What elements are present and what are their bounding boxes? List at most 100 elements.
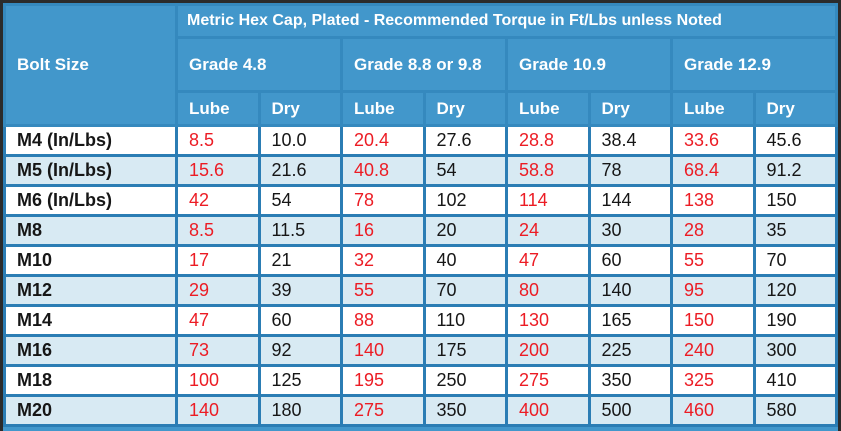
torque-value-cell: 40.8 bbox=[340, 154, 426, 187]
dry-header: Dry bbox=[752, 90, 838, 127]
grade-header-row: Grade 4.8 Grade 8.8 or 9.8 Grade 10.9 Gr… bbox=[5, 36, 838, 93]
bolt-size-cell: M4 (In/Lbs) bbox=[3, 124, 178, 157]
torque-value-cell: 45.6 bbox=[752, 124, 838, 157]
torque-value-cell: 28 bbox=[670, 214, 756, 247]
torque-value-cell: 140 bbox=[175, 394, 261, 427]
torque-value-cell: 125 bbox=[257, 364, 343, 397]
torque-value-cell: 110 bbox=[422, 304, 508, 337]
torque-value-cell: 54 bbox=[422, 154, 508, 187]
bolt-size-cell: M18 bbox=[3, 364, 178, 397]
lube-header: Lube bbox=[340, 90, 426, 127]
torque-value-cell: 16 bbox=[340, 214, 426, 247]
torque-value-cell: 24 bbox=[505, 214, 591, 247]
torque-value-cell: 100 bbox=[175, 364, 261, 397]
torque-value-cell: 8.5 bbox=[175, 124, 261, 157]
bolt-size-cell: M6 (In/Lbs) bbox=[3, 184, 178, 217]
torque-value-cell: 140 bbox=[340, 334, 426, 367]
table-row: M10 17 21 32 40 47 60 55 70 bbox=[3, 244, 838, 277]
torque-value-cell: 400 bbox=[505, 394, 591, 427]
torque-value-cell: 150 bbox=[752, 184, 838, 217]
torque-value-cell: 114 bbox=[505, 184, 591, 217]
torque-value-cell: 250 bbox=[422, 364, 508, 397]
table-row: M14 47 60 88 110 130 165 150 190 bbox=[3, 304, 838, 337]
torque-value-cell: 91.2 bbox=[752, 154, 838, 187]
torque-value-cell: 140 bbox=[587, 274, 673, 307]
torque-value-cell: 180 bbox=[257, 394, 343, 427]
torque-value-cell: 165 bbox=[587, 304, 673, 337]
torque-value-cell: 150 bbox=[670, 304, 756, 337]
torque-value-cell: 30 bbox=[587, 214, 673, 247]
torque-value-cell: 27.6 bbox=[422, 124, 508, 157]
lube-header: Lube bbox=[670, 90, 756, 127]
torque-value-cell: 350 bbox=[422, 394, 508, 427]
torque-value-cell: 21.6 bbox=[257, 154, 343, 187]
torque-value-cell: 300 bbox=[752, 334, 838, 367]
torque-value-cell: 144 bbox=[587, 184, 673, 217]
torque-value-cell: 40 bbox=[422, 244, 508, 277]
torque-value-cell: 39 bbox=[257, 274, 343, 307]
dry-header: Dry bbox=[257, 90, 343, 127]
torque-value-cell: 20.4 bbox=[340, 124, 426, 157]
torque-value-cell: 54 bbox=[257, 184, 343, 217]
table-row: M12 29 39 55 70 80 140 95 120 bbox=[3, 274, 838, 307]
table-row: M4 (In/Lbs) 8.5 10.0 20.4 27.6 28.8 38.4… bbox=[3, 124, 838, 157]
table-title: Metric Hex Cap, Plated - Recommended Tor… bbox=[175, 3, 838, 39]
bolt-size-header: Bolt Size bbox=[3, 3, 178, 127]
bolt-size-cell: M10 bbox=[3, 244, 178, 277]
bolt-size-cell: M20 bbox=[3, 394, 178, 427]
table-row: M16 73 92 140 175 200 225 240 300 bbox=[3, 334, 838, 367]
torque-value-cell: 33.6 bbox=[670, 124, 756, 157]
torque-value-cell: 35 bbox=[752, 214, 838, 247]
lube-header: Lube bbox=[505, 90, 591, 127]
torque-value-cell: 38.4 bbox=[587, 124, 673, 157]
torque-value-cell: 350 bbox=[587, 364, 673, 397]
torque-value-cell: 28.8 bbox=[505, 124, 591, 157]
torque-value-cell: 21 bbox=[257, 244, 343, 277]
torque-value-cell: 29 bbox=[175, 274, 261, 307]
condition-header-row: Lube Dry Lube Dry Lube Dry Lube Dry bbox=[5, 90, 838, 127]
grade-8-8-9-8-header: Grade 8.8 or 9.8 bbox=[340, 36, 508, 93]
torque-value-cell: 58.8 bbox=[505, 154, 591, 187]
torque-value-cell: 460 bbox=[670, 394, 756, 427]
torque-value-cell: 55 bbox=[340, 274, 426, 307]
torque-value-cell: 500 bbox=[587, 394, 673, 427]
torque-value-cell: 80 bbox=[505, 274, 591, 307]
lube-header: Lube bbox=[175, 90, 261, 127]
torque-value-cell: 410 bbox=[752, 364, 838, 397]
torque-value-cell: 8.5 bbox=[175, 214, 261, 247]
torque-value-cell: 20 bbox=[422, 214, 508, 247]
torque-value-cell: 120 bbox=[752, 274, 838, 307]
bolt-size-cell: M16 bbox=[3, 334, 178, 367]
torque-value-cell: 138 bbox=[670, 184, 756, 217]
torque-value-cell: 130 bbox=[505, 304, 591, 337]
torque-value-cell: 88 bbox=[340, 304, 426, 337]
torque-value-cell: 32 bbox=[340, 244, 426, 277]
torque-value-cell: 15.6 bbox=[175, 154, 261, 187]
torque-value-cell: 195 bbox=[340, 364, 426, 397]
torque-value-cell: 10.0 bbox=[257, 124, 343, 157]
torque-value-cell: 95 bbox=[670, 274, 756, 307]
torque-value-cell: 175 bbox=[422, 334, 508, 367]
bolt-size-cell: M8 bbox=[3, 214, 178, 247]
torque-value-cell: 11.5 bbox=[257, 214, 343, 247]
torque-value-cell: 73 bbox=[175, 334, 261, 367]
torque-value-cell: 42 bbox=[175, 184, 261, 217]
torque-value-cell: 580 bbox=[752, 394, 838, 427]
title-row: Bolt Size Metric Hex Cap, Plated - Recom… bbox=[3, 3, 838, 127]
grade-4-8-header: Grade 4.8 bbox=[175, 36, 343, 93]
torque-value-cell: 78 bbox=[340, 184, 426, 217]
torque-value-cell: 225 bbox=[587, 334, 673, 367]
dry-header: Dry bbox=[422, 90, 508, 127]
torque-value-cell: 60 bbox=[257, 304, 343, 337]
dry-header: Dry bbox=[587, 90, 673, 127]
bolt-size-cell: M12 bbox=[3, 274, 178, 307]
torque-value-cell: 190 bbox=[752, 304, 838, 337]
torque-value-cell: 240 bbox=[670, 334, 756, 367]
torque-value-cell: 47 bbox=[175, 304, 261, 337]
grade-12-9-header: Grade 12.9 bbox=[670, 36, 838, 93]
torque-value-cell: 70 bbox=[752, 244, 838, 277]
torque-value-cell: 325 bbox=[670, 364, 756, 397]
torque-value-cell: 275 bbox=[505, 364, 591, 397]
torque-value-cell: 47 bbox=[505, 244, 591, 277]
